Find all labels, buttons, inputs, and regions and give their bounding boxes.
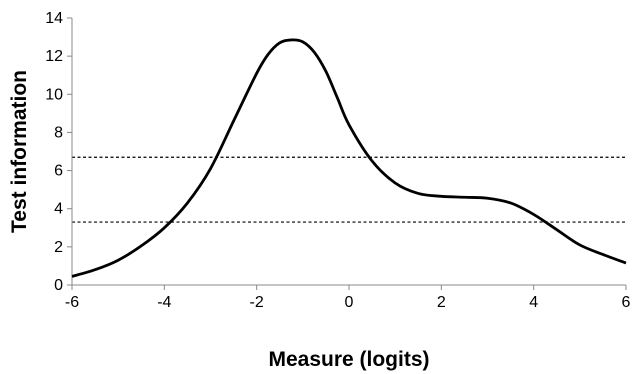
y-tick-label: 2 [54,239,63,256]
axes [71,18,626,286]
reference-lines [72,156,626,223]
y-ticks: 0 2 4 6 8 10 12 14 [45,10,72,294]
y-tick-label: 0 [54,277,63,294]
x-tick-label: 0 [345,294,354,311]
y-tick-label: 8 [54,124,63,141]
y-tick-label: 12 [45,48,63,65]
x-tick-label: 4 [529,294,538,311]
test-information-curve [71,38,627,278]
x-tick-label: 6 [622,294,631,311]
series-group [71,38,627,278]
x-tick-label: 2 [437,294,446,311]
x-tick-label: -6 [65,294,79,311]
x-ticks: -6 -4 -2 0 2 4 6 [65,285,631,311]
x-tick-label: -2 [250,294,264,311]
x-tick-label: -4 [157,294,171,311]
y-tick-label: 4 [54,201,63,218]
y-tick-label: 14 [45,10,63,27]
y-axis-title: Test information [8,70,31,233]
y-tick-label: 6 [54,163,63,180]
y-tick-label: 10 [45,86,63,103]
x-axis-title: Measure (logits) [268,348,429,371]
